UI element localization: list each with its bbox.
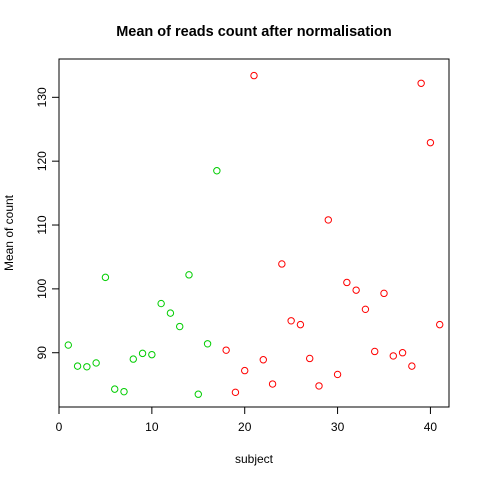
data-point-series-2 [389,352,397,360]
data-point-series-1 [129,355,137,363]
data-point-series-1 [185,271,193,279]
data-point-series-2 [380,289,388,298]
data-point-series-1 [138,349,147,358]
data-point-series-2 [306,354,314,363]
data-point-series-2 [343,278,351,287]
data-point-series-2 [222,346,230,354]
x-tick-label: 20 [238,420,252,434]
data-point-series-2 [361,305,370,314]
y-tick-label: 100 [35,279,49,299]
data-point-series-2 [268,380,277,388]
data-point-series-2 [417,79,425,87]
data-point-series-1 [101,273,110,282]
y-axis-label: Mean of count [2,194,16,271]
data-point-series-2 [250,71,258,80]
data-point-series-1 [92,359,100,367]
y-axis: 90 100 110 120 130 [35,87,60,360]
data-point-series-2 [371,347,379,356]
data-point-series-1 [73,362,82,370]
data-point-series-1 [213,167,221,175]
data-point-series-2 [287,317,295,325]
data-point-series-1 [120,387,128,396]
data-point-series-1 [83,363,91,371]
data-point-series-2 [259,356,267,364]
data-point-series-1 [176,322,184,331]
data-point-series-2 [324,216,332,224]
x-axis-label: subject [235,452,274,466]
y-tick-label: 110 [35,215,49,234]
data-point-series-2 [231,388,240,397]
data-point-series-1 [194,390,202,398]
y-tick-label: 130 [35,87,49,107]
x-axis: 0 10 20 30 40 [56,406,438,434]
data-point-series-1 [166,309,175,317]
chart-title: Mean of reads count after normalisation [116,24,392,40]
x-tick-label: 40 [424,420,438,434]
data-point-series-2 [241,366,249,375]
x-tick-label: 0 [56,420,63,434]
y-tick-label: 90 [35,346,49,360]
data-points [64,71,444,398]
x-tick-label: 10 [145,420,159,434]
data-point-series-2 [398,349,407,357]
data-point-series-2 [352,286,360,294]
data-point-series-1 [111,385,119,393]
data-point-series-1 [64,341,72,349]
data-point-series-2 [408,362,416,370]
x-tick-label: 30 [331,420,345,434]
data-point-series-2 [426,138,435,147]
data-point-series-1 [157,299,165,308]
data-point-series-2 [436,320,444,329]
y-tick-label: 120 [35,151,49,171]
data-point-series-2 [315,382,323,390]
data-point-series-1 [148,350,156,359]
data-point-series-2 [278,260,286,268]
data-point-series-1 [203,340,212,348]
data-point-series-2 [333,370,342,379]
data-point-series-2 [296,320,305,329]
